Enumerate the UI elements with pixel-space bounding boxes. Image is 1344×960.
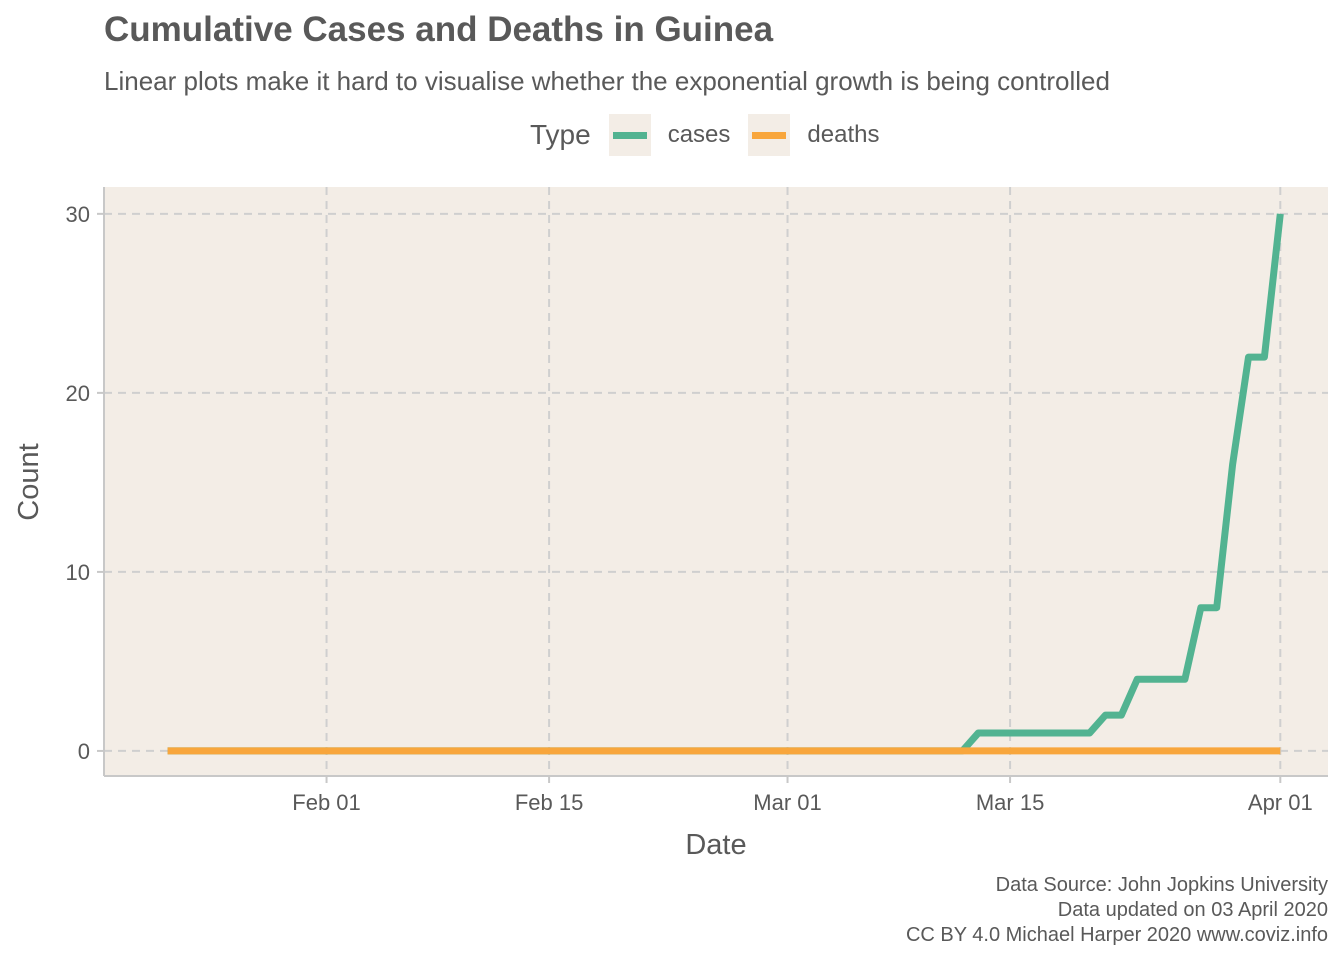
y-tick-label-1: 10 (66, 560, 90, 585)
y-axis-label: Count (13, 443, 45, 520)
grid-x (325, 187, 1282, 776)
legend-swatch-cases (612, 131, 647, 139)
legend-swatch-deaths (752, 131, 787, 139)
legend-label-cases: cases (667, 121, 731, 148)
y-tick-label-2: 20 (66, 381, 90, 406)
x-tick-label-0: Feb 01 (292, 790, 361, 815)
caption: Data Source: John Jopkins University Dat… (906, 873, 1328, 948)
legend-title: Type (530, 119, 591, 150)
legend-label-deaths: deaths (807, 121, 880, 148)
series-line-cases (167, 213, 1284, 755)
chart-title: Cumulative Cases and Deaths in Guinea (104, 10, 774, 49)
y-axis-ticks: 0 10 20 30 (66, 202, 104, 764)
x-axis-ticks: Feb 01 Feb 15 Mar 01 Mar 15 Apr 01 (292, 776, 1313, 815)
legend-key-cases (608, 114, 651, 156)
y-tick-label-3: 30 (66, 202, 90, 227)
x-tick-label-2: Mar 01 (753, 790, 821, 815)
caption-license: CC BY 4.0 Michael Harper 2020 www.coviz.… (905, 924, 1328, 946)
x-tick-label-4: Apr 01 (1248, 790, 1313, 815)
x-axis-label: Date (685, 829, 746, 861)
caption-updated: Data updated on 03 April 2020 (1057, 899, 1328, 921)
caption-source: Data Source: John Jopkins University (995, 874, 1328, 896)
chart-subtitle: Linear plots make it hard to visualise w… (104, 66, 1110, 96)
x-tick-label-1: Feb 15 (515, 790, 584, 815)
series-layer (167, 213, 1284, 755)
legend-key-deaths (748, 114, 791, 156)
x-tick-label-3: Mar 15 (976, 790, 1044, 815)
plot-panel (104, 187, 1328, 776)
y-tick-label-0: 0 (78, 739, 90, 764)
legend: Type cases deaths (530, 114, 897, 156)
